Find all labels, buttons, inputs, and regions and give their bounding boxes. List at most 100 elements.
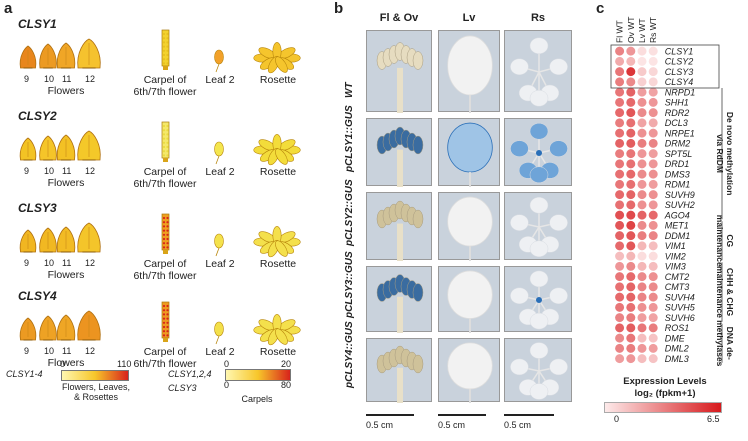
gene-label: AGO4	[664, 210, 690, 220]
heatmap-cell	[637, 179, 647, 189]
heatmap-cell	[637, 313, 647, 323]
photo-0-3	[366, 266, 432, 333]
ovule-dot	[166, 242, 169, 245]
legend-carpels: 0 20 CLSY1,2,4 CLSY3 0 80 Carpels	[168, 359, 308, 408]
ovule-dot	[162, 145, 166, 149]
photo-drawing	[447, 196, 493, 261]
heatmap-cell	[626, 302, 636, 312]
photo-drawing	[510, 342, 568, 400]
heatmap-cell	[626, 118, 636, 128]
heatmap-cell	[637, 261, 647, 271]
ovule-dot	[162, 330, 166, 333]
rosette-leaf	[275, 240, 288, 257]
ovule-dot	[162, 313, 166, 316]
photo-drawing	[447, 35, 493, 113]
heatmap-cell	[626, 77, 636, 87]
heatmap-cell	[626, 231, 636, 241]
ovule-dot	[166, 53, 169, 57]
ovule-dot	[162, 309, 166, 312]
gene-label: NRPD1	[665, 87, 696, 97]
legend-gene-b: CLSY3	[168, 383, 197, 393]
column-header: Fl WT	[615, 20, 625, 43]
heatmap-cell	[637, 210, 647, 220]
scale-label: 0.5 cm	[366, 420, 394, 430]
flower-number: 12	[85, 166, 96, 176]
photo-2-0	[504, 30, 572, 112]
colorbar-expression	[604, 402, 722, 413]
heatmap-cell	[637, 67, 647, 77]
photo-drawing	[510, 37, 568, 107]
stain-center	[536, 297, 542, 303]
flower-number: 12	[85, 74, 96, 84]
scale-bar	[366, 414, 414, 416]
legend-caption-carpels: Carpels	[241, 394, 273, 404]
ovule-dot	[166, 309, 169, 312]
photo-drawing	[510, 270, 568, 330]
ovule-dot	[166, 62, 169, 65]
rosette-label: Rosette	[259, 166, 297, 178]
ovule-dot	[162, 45, 166, 48]
ovule-dot	[166, 133, 169, 136]
ovule-dot	[166, 41, 169, 44]
ovule-dot	[166, 141, 169, 144]
heatmap-cell	[637, 149, 647, 159]
photo-drawing	[376, 345, 424, 403]
leaf-petiole	[215, 155, 220, 165]
ovule-dot	[166, 233, 169, 236]
heatmap-cell	[615, 220, 625, 230]
photo-drawing	[510, 122, 568, 184]
flower-number: 10	[44, 346, 55, 356]
colorbar-flowers	[61, 370, 129, 381]
row-drawings	[19, 121, 301, 166]
rosette-leaf	[510, 214, 529, 231]
flower-bud	[412, 283, 424, 302]
photo-2-1	[504, 118, 572, 186]
heatmap-cell	[637, 302, 647, 312]
panel-c-label: c	[596, 0, 605, 17]
ovule-dot	[162, 246, 166, 249]
carpel	[161, 301, 170, 339]
column-header: Fl & Ov	[379, 12, 419, 24]
ovule-dot	[162, 133, 166, 136]
heatmap-cell	[648, 323, 658, 333]
heatmap-cell	[615, 128, 625, 138]
flower-number: 9	[24, 346, 30, 356]
heatmap-cell	[648, 56, 658, 66]
row-drawings	[19, 29, 301, 74]
gene-label: VIM2	[665, 251, 686, 261]
rosette-leaf	[510, 58, 529, 76]
ovule-dot	[166, 137, 169, 140]
gene-label: SHH1	[665, 98, 689, 108]
leaf-label: Leaf 2	[205, 258, 235, 270]
gene-label: CLSY1	[665, 46, 694, 56]
panel-a-label: a	[4, 0, 13, 17]
ovule-dot	[166, 150, 169, 153]
ovule-dot	[162, 141, 166, 144]
stain-center	[536, 150, 542, 156]
ovule-dot	[166, 45, 169, 48]
flower-bud	[412, 354, 424, 374]
ovule-dot	[162, 325, 166, 329]
heatmap-cell	[626, 272, 636, 282]
heatmap-cell	[637, 87, 647, 97]
ovule-dot	[166, 221, 169, 224]
rosette-leaf	[549, 140, 568, 157]
heatmap-cell	[637, 323, 647, 333]
heatmap-cell	[626, 333, 636, 343]
rosette-leaf	[529, 312, 549, 330]
heatmap-cell	[648, 210, 658, 220]
heatmap-cell	[626, 159, 636, 169]
heatmap-cell	[637, 231, 647, 241]
rosette-leaf	[549, 358, 568, 376]
flower-bud	[412, 135, 424, 155]
heatmap-cell	[615, 282, 625, 292]
heatmap-cell	[637, 333, 647, 343]
leaf	[447, 270, 493, 319]
rosette-leaf	[529, 196, 549, 214]
heatmap-cell	[648, 251, 658, 261]
gene-label: DRM2	[665, 139, 691, 149]
leaf	[447, 35, 493, 96]
flower-number: 10	[44, 74, 55, 84]
gene-label: VIM3	[665, 262, 686, 272]
heatmap-cell	[626, 87, 636, 97]
